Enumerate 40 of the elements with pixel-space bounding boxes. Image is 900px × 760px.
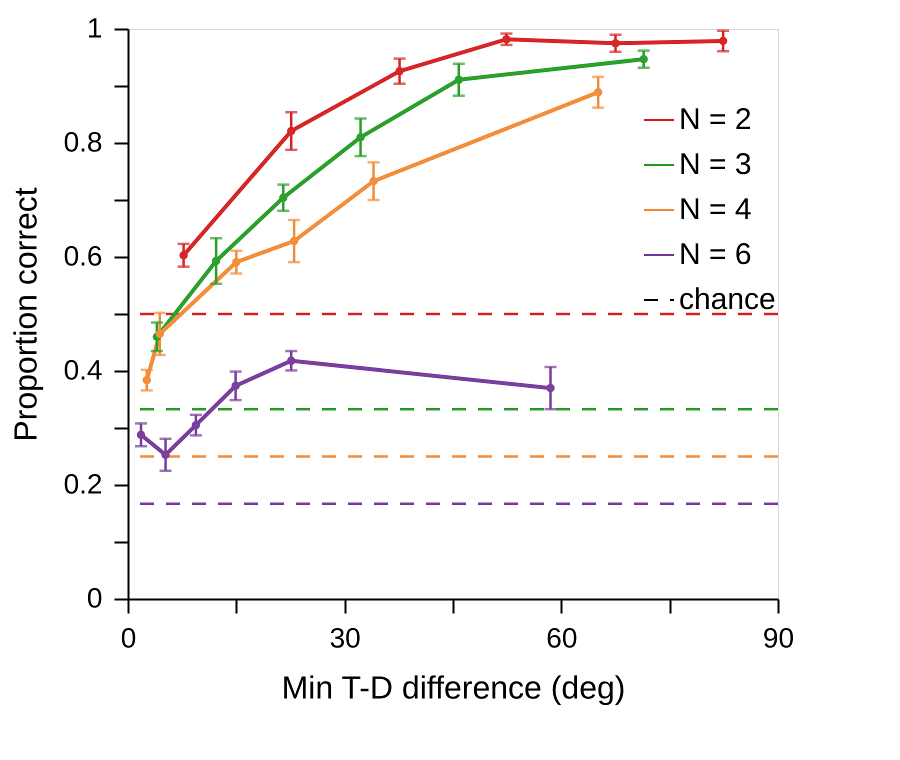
point bbox=[161, 450, 170, 459]
x-tick-label: 30 bbox=[330, 622, 361, 654]
point bbox=[212, 256, 220, 266]
legend-label: N = 3 bbox=[679, 148, 752, 181]
y-tick-label: 0.4 bbox=[64, 354, 102, 386]
legend-label: N = 4 bbox=[679, 193, 752, 226]
point bbox=[546, 384, 555, 392]
point bbox=[231, 382, 240, 390]
point bbox=[156, 330, 164, 338]
x-tick-label: 0 bbox=[120, 622, 136, 654]
legend-label: N = 6 bbox=[679, 238, 752, 271]
y-tick-label: 0.2 bbox=[64, 468, 102, 500]
legend-label: N = 2 bbox=[679, 103, 752, 136]
point bbox=[502, 35, 511, 44]
point bbox=[142, 376, 151, 384]
point bbox=[179, 251, 188, 260]
point bbox=[287, 356, 296, 365]
y-tick-label: 0.6 bbox=[64, 240, 102, 272]
x-axis-title: Min T-D difference (deg) bbox=[282, 670, 626, 706]
x-tick-label: 90 bbox=[762, 622, 794, 654]
point bbox=[639, 55, 648, 64]
point bbox=[718, 36, 728, 46]
point bbox=[454, 76, 463, 84]
point bbox=[279, 194, 288, 202]
point bbox=[290, 236, 298, 246]
ref-line-label: chance bbox=[679, 283, 776, 316]
y-axis-title: Proportion correct bbox=[8, 187, 44, 442]
x-tick-label: 60 bbox=[546, 622, 578, 654]
point bbox=[192, 420, 200, 430]
point bbox=[369, 177, 378, 186]
point bbox=[136, 430, 146, 440]
point bbox=[395, 67, 404, 76]
point bbox=[232, 258, 241, 266]
y-tick-label: 1 bbox=[86, 12, 102, 44]
point bbox=[611, 39, 620, 48]
point bbox=[287, 126, 296, 136]
y-tick-label: 0 bbox=[86, 582, 102, 614]
point bbox=[594, 88, 602, 96]
y-tick-label: 0.8 bbox=[64, 126, 102, 158]
point bbox=[356, 133, 365, 142]
